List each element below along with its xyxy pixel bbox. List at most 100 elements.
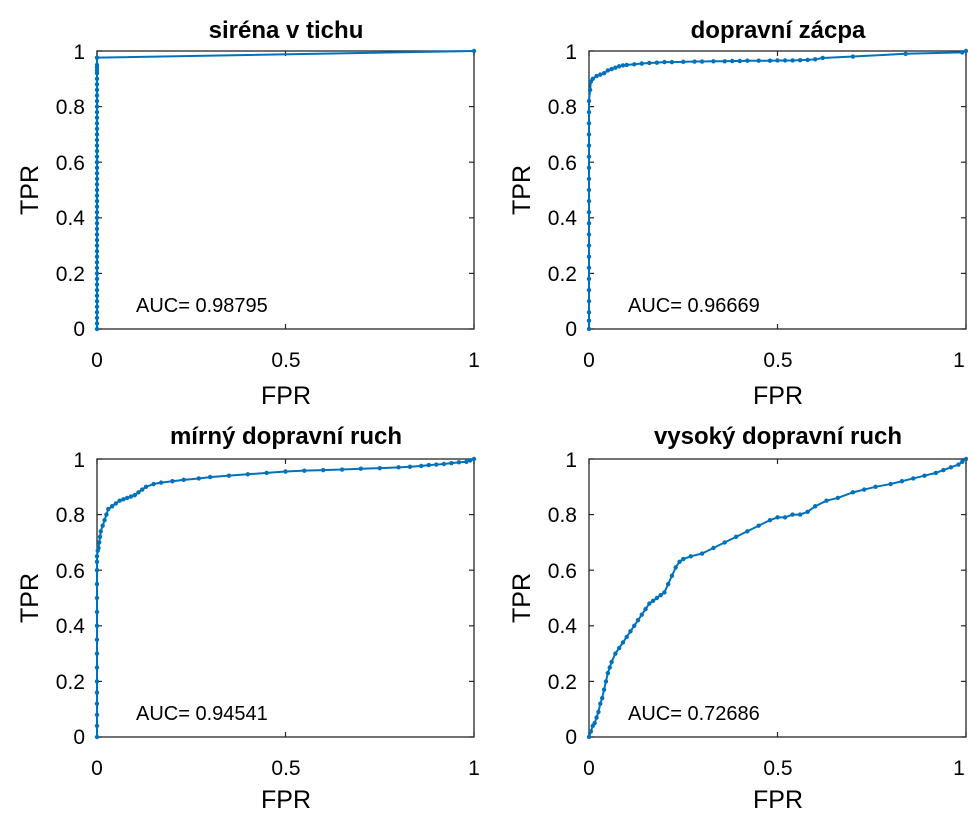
auc-annotation: AUC= 0.72686 — [628, 703, 760, 725]
x-axis-label: FPR — [753, 382, 803, 410]
roc-curve-point — [598, 701, 603, 706]
roc-curve-point — [609, 659, 614, 665]
x-axis-label: FPR — [261, 786, 311, 812]
roc-curve-point — [151, 481, 156, 487]
roc-curve-point — [98, 529, 103, 534]
roc-curve-point — [94, 299, 100, 304]
roc-curve-point — [669, 573, 675, 578]
roc-curve-point — [94, 701, 100, 706]
x-axis-label: FPR — [753, 786, 803, 812]
y-tick-label: 0.6 — [548, 152, 577, 175]
roc-curve-point — [471, 456, 477, 462]
panel-title: siréna v tichu — [209, 17, 364, 44]
roc-curve-point — [692, 59, 697, 64]
roc-panel-0: siréna v tichu FPR TPR AUC= 0.98795 0 0.… — [16, 17, 480, 410]
roc-curve-point — [628, 629, 633, 634]
roc-curve-point — [933, 470, 939, 476]
roc-curve-point — [601, 71, 607, 76]
roc-curve-point — [94, 665, 100, 670]
roc-curve-point — [94, 148, 100, 154]
roc-curve-point — [94, 260, 100, 265]
roc-curve-point — [616, 645, 622, 651]
roc-panel-1: dopravní zácpa FPR TPR AUC= 0.96669 0 0.… — [508, 17, 968, 410]
roc-curve-point — [94, 93, 100, 98]
y-tick-label: 0.2 — [548, 263, 577, 286]
x-tick-label: 0.5 — [763, 757, 792, 780]
y-tick-label: 0.8 — [56, 504, 85, 527]
x-tick-label: 0.5 — [763, 349, 792, 372]
roc-curve-point — [449, 460, 454, 466]
roc-curve-point — [94, 559, 100, 565]
roc-curve-point — [586, 243, 592, 248]
roc-curve-point — [97, 540, 102, 545]
roc-curve-point — [94, 137, 100, 143]
roc-curve-point — [94, 121, 100, 126]
roc-curve-point — [650, 598, 656, 603]
y-tick-label: 0.6 — [56, 152, 85, 175]
roc-curve-point — [586, 254, 592, 259]
roc-curve-point — [94, 293, 100, 298]
y-tick-label: 1 — [73, 449, 85, 472]
roc-curve-point — [94, 171, 100, 176]
roc-curve-point — [586, 299, 592, 304]
roc-curve-point — [733, 534, 739, 540]
roc-curve-point — [113, 501, 119, 506]
roc-curve-point — [639, 61, 644, 66]
roc-panel-2: mírný dopravní ruch FPR TPR AUC= 0.94541… — [16, 423, 480, 814]
roc-curve-point — [117, 498, 122, 503]
roc-curve-point — [782, 515, 788, 520]
roc-curve-point — [94, 651, 100, 656]
roc-curve-point — [396, 465, 401, 470]
roc-curve-point — [94, 282, 100, 287]
roc-curve-point — [899, 479, 905, 484]
roc-curve-point — [635, 618, 641, 623]
roc-curve-line — [96, 50, 475, 329]
roc-curve-point — [813, 504, 818, 509]
y-tick-label: 0.8 — [56, 96, 85, 119]
roc-curve-point — [613, 651, 618, 656]
roc-curve-point — [94, 165, 100, 170]
roc-curve-point — [94, 210, 100, 215]
y-tick-label: 1 — [565, 449, 577, 472]
roc-curve-point — [94, 679, 100, 684]
roc-curve-point — [586, 154, 592, 159]
roc-curve-point — [620, 640, 626, 645]
roc-curve-point — [767, 58, 773, 63]
roc-curve-point — [264, 470, 269, 476]
roc-curve-point — [594, 715, 599, 720]
roc-curve-point — [94, 76, 100, 82]
roc-curve-point — [586, 265, 592, 271]
roc-curve-point — [598, 72, 603, 77]
roc-curve-point — [722, 59, 727, 64]
auc-annotation: AUC= 0.98795 — [136, 295, 268, 317]
roc-curve-point — [121, 497, 126, 502]
roc-curve-point — [941, 467, 946, 473]
roc-curve-point — [862, 487, 867, 492]
roc-curve-point — [586, 734, 592, 740]
roc-curve-point — [586, 132, 592, 137]
roc-curve-point — [94, 254, 100, 259]
roc-curve-point — [601, 687, 607, 692]
x-axis-label: FPR — [261, 382, 311, 410]
roc-curve-point — [681, 59, 686, 65]
roc-curve-point — [94, 554, 100, 559]
y-tick-label: 0 — [73, 726, 85, 749]
roc-curve-point — [688, 554, 693, 559]
roc-curve-point — [654, 595, 660, 601]
roc-curve-point — [681, 556, 686, 562]
roc-curve-point — [594, 73, 599, 79]
roc-curve-point — [711, 59, 716, 64]
roc-curve-point — [94, 712, 100, 717]
x-tick-label: 0 — [91, 349, 103, 372]
roc-curve-point — [632, 623, 637, 628]
roc-curve-point — [903, 51, 908, 56]
roc-curve-point — [94, 104, 100, 109]
roc-curve-point — [662, 590, 667, 595]
roc-curve-point — [136, 490, 141, 495]
roc-curve-point — [586, 221, 592, 226]
roc-curve-point — [888, 481, 893, 487]
roc-curve-point — [782, 58, 788, 63]
roc-curve-point — [624, 634, 629, 640]
roc-curve-point — [94, 126, 100, 132]
